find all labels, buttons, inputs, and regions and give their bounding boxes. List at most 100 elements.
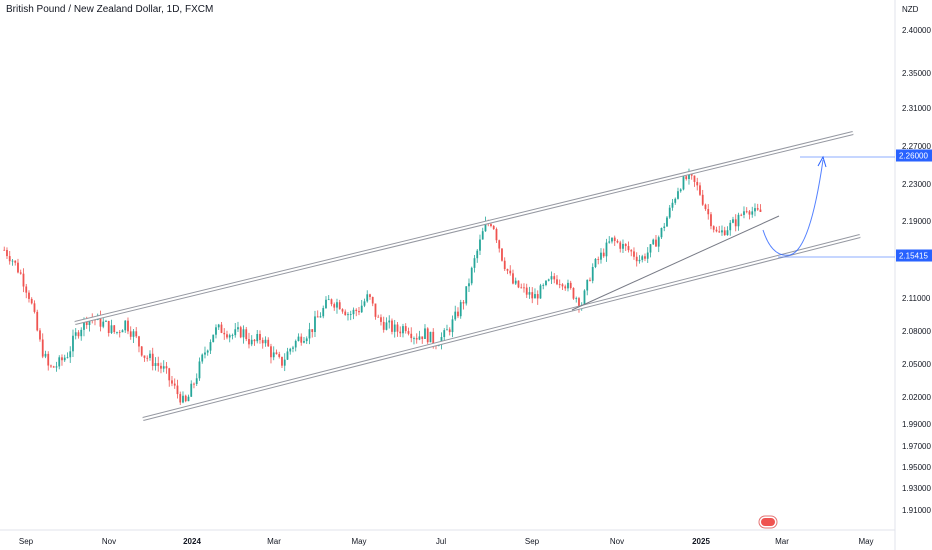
channel-upper-line [74,131,854,325]
candle [578,296,580,313]
candle [509,265,512,276]
candle [446,324,448,331]
candle [547,278,550,282]
price-marker-label: 2.15415 [899,252,928,261]
candle [146,355,149,362]
candle [129,326,132,340]
candle [704,203,707,211]
candle [597,256,600,265]
price-tick-label: 2.08000 [902,327,931,336]
candle [52,365,55,368]
candle [600,248,602,264]
candle [349,310,352,321]
candle [525,283,528,298]
candle [278,351,281,359]
candle [586,279,589,296]
candle [457,307,459,319]
candle [223,328,226,340]
candle [165,362,168,374]
candle [39,328,41,342]
candle [751,206,754,218]
candle [58,355,61,370]
candle [333,302,336,311]
candle [726,226,729,236]
candle [215,324,217,339]
price-tick-label: 1.93000 [902,484,931,493]
candle [154,357,157,371]
candle [605,238,608,262]
candle [649,244,652,258]
candle [660,227,663,240]
candle [33,300,36,314]
candle [514,277,517,286]
candle [366,290,369,303]
time-tick-label: May [858,537,873,546]
candle [105,319,107,322]
channel-lower-line [142,234,861,421]
candle [492,225,495,230]
candle [113,324,116,334]
candle [418,330,421,341]
time-tick-label: Nov [610,537,624,546]
time-tick-label: 2024 [183,537,201,546]
candle [226,330,228,340]
candle [550,271,553,285]
candle [259,330,261,344]
candle [745,207,748,214]
candle [668,204,671,219]
candle [424,324,426,340]
candle [234,323,237,338]
candle [140,346,143,357]
projection-curve [762,159,824,256]
candle [553,273,556,284]
candle [355,308,358,317]
time-tick-label: May [351,537,366,546]
candle [316,310,319,318]
candle [638,255,641,264]
candle [523,283,525,293]
candle [462,300,465,310]
price-tick-label: 2.05000 [902,360,931,369]
candle [426,327,429,345]
candle [11,259,14,266]
candle [512,269,514,285]
candle [729,220,732,236]
candle [498,239,501,253]
candle [558,279,561,289]
candle [479,234,481,256]
price-markers: 2.26000 2.15415 [896,149,932,262]
candle [624,243,627,252]
candle [25,283,28,299]
candle [627,241,630,253]
candle [655,235,657,247]
candle [41,333,44,359]
candle [286,347,289,361]
candle [556,275,558,286]
candle [110,319,113,334]
candle [55,361,58,372]
candle [732,216,734,224]
candle [707,204,710,220]
candle [399,326,402,338]
candle [470,266,473,286]
candle [459,299,462,319]
candle [275,349,278,355]
candle [382,316,385,333]
candle [283,353,286,372]
price-tick-label: 1.97000 [902,442,931,451]
candle [468,278,470,292]
candle [325,296,327,309]
candle [374,303,377,320]
candle [116,331,118,335]
candle [231,333,234,340]
candle [135,327,138,339]
candle [17,258,19,274]
brand-logo[interactable] [758,515,778,529]
candle [448,327,451,336]
candle [542,283,545,290]
candle [305,336,308,344]
candle [693,175,696,187]
price-marker-label: 2.26000 [899,152,928,161]
